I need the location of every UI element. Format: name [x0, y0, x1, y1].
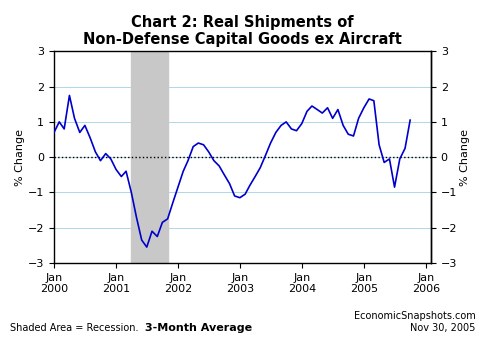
- Text: EconomicSnapshots.com
Nov 30, 2005: EconomicSnapshots.com Nov 30, 2005: [353, 311, 474, 333]
- Title: Chart 2: Real Shipments of
Non-Defense Capital Goods ex Aircraft: Chart 2: Real Shipments of Non-Defense C…: [83, 15, 401, 47]
- Y-axis label: % Change: % Change: [459, 129, 469, 186]
- Text: 3-Month Average: 3-Month Average: [145, 323, 252, 333]
- Text: Shaded Area = Recession.: Shaded Area = Recession.: [10, 323, 138, 333]
- Bar: [131, 51, 167, 263]
- Y-axis label: % Change: % Change: [15, 129, 25, 186]
